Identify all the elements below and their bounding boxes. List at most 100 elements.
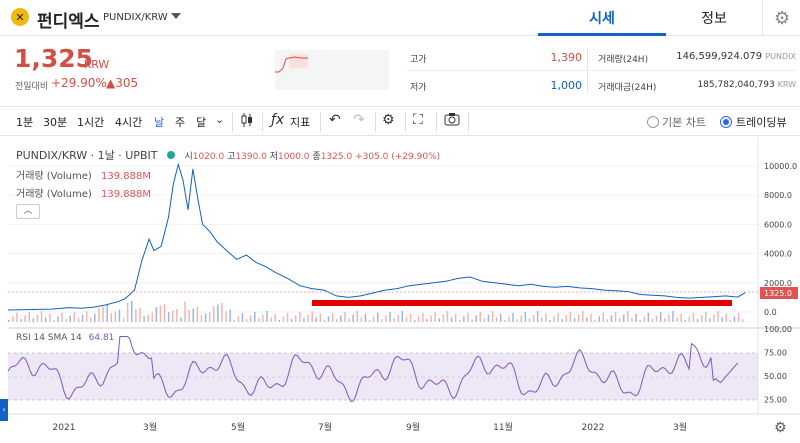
header-divider bbox=[762, 0, 763, 36]
volume-bar bbox=[520, 315, 522, 322]
volume-bar bbox=[336, 319, 338, 322]
volume-bar bbox=[364, 313, 367, 322]
volume-bar bbox=[57, 316, 59, 322]
chart-area[interactable]: 10000.0 8000.0 6000.0 4000.0 2000.0 0.0 1325.… bbox=[0, 137, 800, 443]
volume-bar bbox=[532, 314, 535, 322]
volume-bar bbox=[713, 314, 715, 322]
tab-quote[interactable]: 시세 bbox=[589, 11, 615, 27]
volume-bar bbox=[536, 311, 539, 322]
volume-bar bbox=[500, 313, 502, 322]
interval-1m[interactable]: 1분 bbox=[16, 116, 34, 129]
high-label: 고가 bbox=[410, 55, 427, 65]
indicator-fx-icon[interactable]: ƒx bbox=[271, 112, 285, 128]
time-tick-label: 3월 bbox=[673, 421, 687, 433]
indicator-button[interactable]: 지표 bbox=[290, 116, 311, 129]
volume-bar bbox=[180, 317, 182, 322]
volume-bar bbox=[631, 317, 633, 322]
rsi-tick-label: 75.00 bbox=[764, 349, 787, 358]
volume-bar bbox=[614, 311, 617, 322]
volume-bar bbox=[684, 320, 686, 322]
volume-bar bbox=[217, 304, 219, 322]
volume-bar bbox=[434, 311, 436, 322]
change-absolute: ▲305 bbox=[106, 76, 139, 90]
current-price: 1,325 bbox=[14, 44, 94, 73]
side-panel-toggle[interactable]: › bbox=[0, 399, 8, 421]
candle-type-icon[interactable] bbox=[240, 112, 254, 132]
volume-bar bbox=[126, 302, 129, 322]
basic-chart-radio[interactable] bbox=[647, 116, 659, 128]
chart-toolbar: 1분 30분 1시간 4시간 날 주 달 ⌄ ƒx 지표 ↶ ↷ ⚙ ⛶ 기본 … bbox=[0, 106, 800, 136]
volume-bar bbox=[516, 319, 518, 322]
volume-bar bbox=[454, 313, 457, 322]
volume-bar bbox=[237, 316, 240, 322]
interval-day[interactable]: 날 bbox=[154, 116, 165, 129]
volume-bar bbox=[163, 303, 166, 322]
volume-bar bbox=[159, 305, 162, 322]
interval-4h[interactable]: 4시간 bbox=[115, 116, 143, 129]
volume-bar bbox=[266, 311, 268, 322]
chart-settings-gear-icon[interactable]: ⚙ bbox=[382, 112, 395, 128]
volume-bar bbox=[151, 312, 153, 322]
high-value: 1,390 bbox=[550, 51, 583, 64]
time-tick-label: 9월 bbox=[406, 421, 420, 433]
volume-bar bbox=[463, 316, 465, 322]
toolbar-divider bbox=[262, 112, 263, 132]
volume-bar bbox=[393, 318, 395, 322]
interval-30m[interactable]: 30분 bbox=[43, 116, 68, 129]
last-price-tag: 1325.0 bbox=[764, 289, 792, 298]
volume-label: 거래량(24H) bbox=[598, 55, 649, 65]
screenshot-camera-icon[interactable] bbox=[444, 112, 460, 130]
volume-bar bbox=[741, 319, 744, 322]
volume-bar bbox=[53, 320, 55, 322]
interval-week[interactable]: 주 bbox=[175, 116, 186, 129]
interval-month[interactable]: 달 bbox=[196, 116, 207, 129]
rsi-tick-label: 25.00 bbox=[764, 396, 787, 405]
volume-bar bbox=[680, 313, 682, 322]
volume-bar bbox=[147, 314, 149, 322]
volume-bar bbox=[249, 315, 252, 322]
volume-bar bbox=[40, 311, 43, 322]
volume-bar bbox=[344, 311, 346, 322]
volume-bar bbox=[504, 320, 506, 322]
volume-bar bbox=[327, 316, 330, 322]
volume-bar bbox=[409, 313, 412, 322]
tradingview-label[interactable]: 트레이딩뷰 bbox=[736, 116, 787, 129]
volume-bar bbox=[721, 317, 723, 322]
volume-bar bbox=[582, 311, 584, 322]
tab-info[interactable]: 정보 bbox=[701, 11, 727, 27]
rsi-axis-ticks: 100.00 75.00 50.00 25.00 bbox=[764, 325, 792, 405]
volume-bar bbox=[122, 318, 125, 322]
candles-svg bbox=[241, 113, 252, 127]
volume-bar bbox=[241, 312, 244, 322]
time-tick-label: 5월 bbox=[231, 421, 245, 433]
time-tick-label: 3월 bbox=[143, 421, 157, 433]
volume-bar bbox=[135, 309, 137, 322]
pair-dropdown-icon[interactable] bbox=[171, 13, 181, 19]
volume-bar bbox=[262, 314, 264, 322]
collapse-legend-chevron-icon[interactable]: ︿ bbox=[16, 204, 40, 219]
volume-bar bbox=[200, 315, 203, 322]
volume-bar bbox=[610, 315, 613, 322]
fullscreen-icon[interactable]: ⛶ bbox=[413, 112, 423, 128]
volume-bar bbox=[278, 320, 281, 322]
volume-bar bbox=[233, 320, 235, 322]
volume-bar bbox=[397, 314, 399, 322]
interval-more-chevron-icon[interactable]: ⌄ bbox=[215, 113, 225, 126]
volume-bar bbox=[81, 314, 84, 322]
axis-settings-gear-icon[interactable]: ⚙ bbox=[774, 420, 787, 436]
volume-bar bbox=[282, 316, 285, 322]
volume-bar bbox=[618, 318, 621, 322]
undo-icon[interactable]: ↶ bbox=[329, 112, 341, 128]
interval-1h[interactable]: 1시간 bbox=[77, 116, 105, 129]
rsi-legend-value: 64.81 bbox=[88, 333, 115, 343]
redo-icon[interactable]: ↷ bbox=[353, 112, 365, 128]
tradingview-radio[interactable] bbox=[720, 116, 732, 128]
rsi-series-line bbox=[7, 336, 739, 402]
basic-chart-label[interactable]: 기본 차트 bbox=[662, 116, 706, 129]
rsi-tick-label: 50.00 bbox=[764, 372, 787, 381]
volume-bar bbox=[184, 301, 186, 322]
volume-bar bbox=[692, 312, 695, 322]
volume-bar bbox=[438, 318, 440, 322]
settings-gear-icon[interactable]: ⚙ bbox=[774, 8, 791, 29]
price-unit: KRW bbox=[84, 58, 110, 71]
